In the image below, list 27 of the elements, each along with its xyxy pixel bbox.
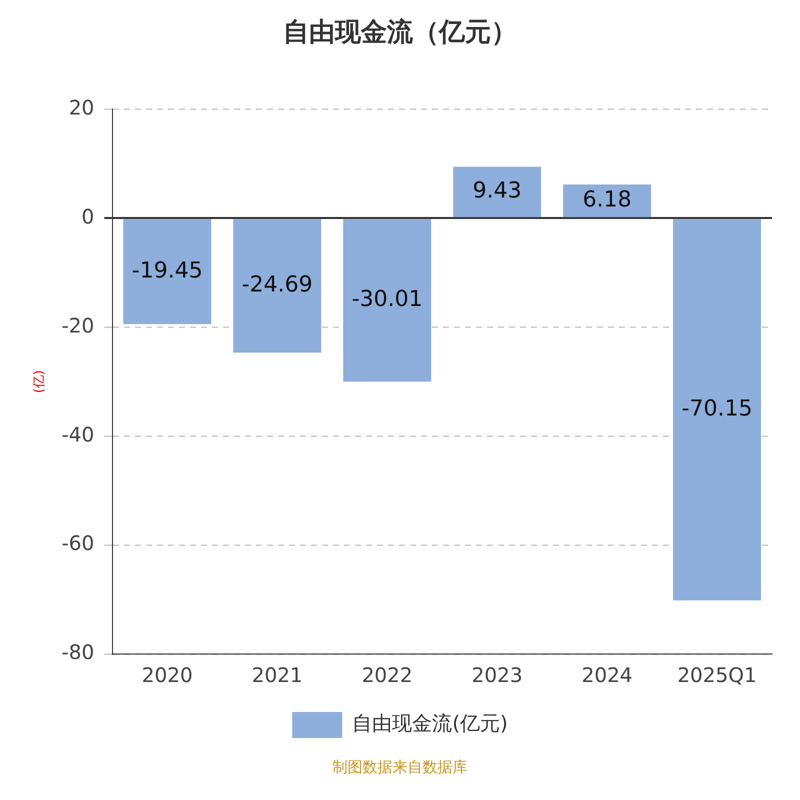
x-tick-label: 2021 (252, 663, 303, 688)
data-label: -30.01 (352, 287, 423, 312)
data-label: 9.43 (472, 178, 522, 204)
text: 制图数据来自数据库 (332, 758, 468, 777)
data-label: -70.15 (682, 396, 752, 422)
x-tick-label: 2025Q1 (677, 663, 757, 688)
y-tick-label: 20 (68, 95, 94, 120)
y-axis-title: (亿) (32, 370, 48, 394)
bar (343, 219, 432, 382)
chart-title: 自由现金流（亿元） (283, 17, 517, 48)
data-label: -19.45 (132, 258, 203, 284)
data-label: 6.18 (582, 188, 632, 213)
x-tick-label: 2022 (362, 663, 413, 688)
y-tick-label: -40 (62, 422, 94, 446)
x-tick-label: 2024 (582, 663, 633, 688)
x-tick-label: 2023 (472, 663, 523, 688)
bar (673, 219, 762, 600)
bar (453, 166, 542, 218)
bar (123, 219, 212, 324)
data-label: -24.69 (242, 272, 313, 298)
y-tick-label: -80 (62, 640, 94, 664)
x-tick-label: 2020 (142, 663, 193, 688)
bar (233, 219, 322, 353)
y-tick-label: -20 (62, 313, 94, 338)
y-tick-label: 0 (82, 204, 94, 228)
y-tick-label: -60 (62, 531, 94, 556)
legend-label: 自由现金流(亿元) (352, 711, 508, 736)
